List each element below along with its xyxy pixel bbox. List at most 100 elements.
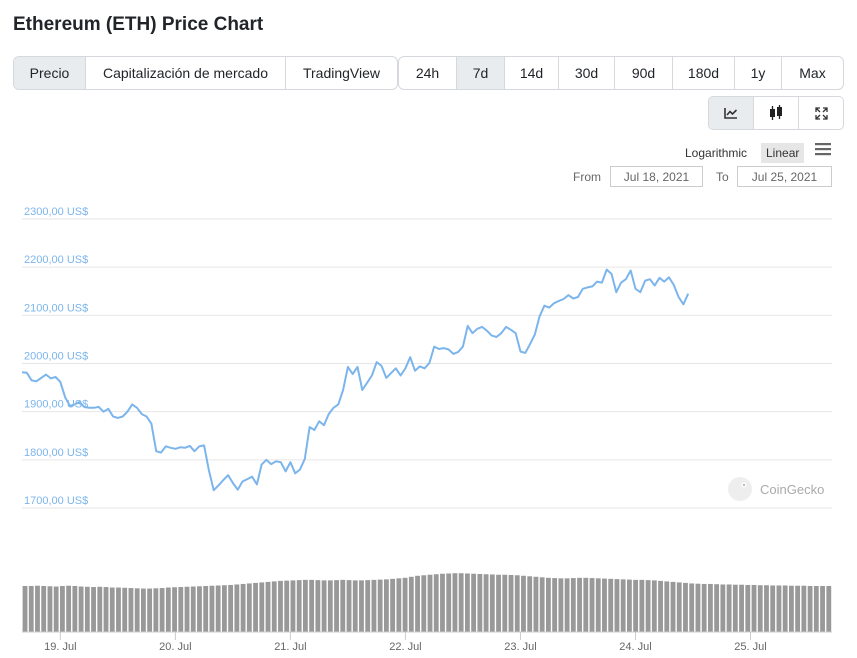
volume-bar xyxy=(782,585,788,632)
volume-bar xyxy=(315,580,321,632)
volume-bar xyxy=(165,587,171,632)
volume-bar xyxy=(483,574,489,632)
tab-market-cap[interactable]: Capitalización de mercado xyxy=(86,57,286,89)
volume-bar xyxy=(383,579,389,632)
volume-bar xyxy=(570,578,576,632)
y-tick-label: 2000,00 US$ xyxy=(24,351,88,363)
volume-bar xyxy=(365,580,371,632)
from-label: From xyxy=(573,170,601,184)
volume-bar xyxy=(53,586,59,632)
range-90d[interactable]: 90d xyxy=(615,57,673,89)
page-title: Ethereum (ETH) Price Chart xyxy=(13,14,264,35)
range-24h[interactable]: 24h xyxy=(399,57,457,89)
volume-bar xyxy=(664,581,670,632)
volume-bar xyxy=(595,578,601,632)
volume-bar xyxy=(502,574,508,632)
volume-bar xyxy=(521,575,526,632)
logarithmic-toggle[interactable]: Logarithmic xyxy=(685,146,748,160)
volume-bar xyxy=(41,586,47,632)
volume-bar xyxy=(689,583,695,632)
x-tick-label: 24. Jul xyxy=(619,641,651,653)
menu-icon[interactable] xyxy=(814,142,832,156)
volume-bar xyxy=(720,584,726,632)
volume-bar xyxy=(59,586,65,632)
range-7d[interactable]: 7d xyxy=(457,57,505,89)
to-date-input[interactable]: Jul 25, 2021 xyxy=(737,166,832,187)
candlestick-button[interactable] xyxy=(754,97,799,129)
volume-bar xyxy=(197,586,202,632)
volume-bar xyxy=(253,582,258,632)
volume-bar xyxy=(670,581,676,632)
y-tick-label: 2100,00 US$ xyxy=(24,302,88,314)
volume-bar xyxy=(259,582,265,632)
volume-bar xyxy=(302,579,308,632)
volume-bar xyxy=(695,583,701,632)
volume-bar xyxy=(776,585,782,632)
line-chart-button[interactable] xyxy=(709,97,754,129)
volume-bar xyxy=(508,575,514,632)
range-14d[interactable]: 14d xyxy=(505,57,559,89)
data-type-tabs: Precio Capitalización de mercado Trading… xyxy=(13,56,398,90)
volume-bar xyxy=(271,581,277,632)
price-line xyxy=(21,268,690,492)
chart-tools xyxy=(708,96,844,130)
volume-bar xyxy=(471,573,477,632)
volume-bar xyxy=(396,578,402,632)
y-tick-label: 2200,00 US$ xyxy=(24,254,88,266)
volume-bar xyxy=(446,573,452,632)
volume-bar xyxy=(408,576,414,632)
volume-bar xyxy=(714,584,720,632)
volume-bar xyxy=(290,580,296,632)
volume-bar xyxy=(620,579,626,632)
volume-bar xyxy=(234,584,240,632)
volume-bar xyxy=(35,585,40,632)
volume-bar xyxy=(309,579,315,632)
volume-bar xyxy=(221,585,227,632)
tab-precio[interactable]: Precio xyxy=(14,57,86,89)
volume-bar xyxy=(589,578,595,632)
volume-bar xyxy=(415,575,420,632)
from-date-input[interactable]: Jul 18, 2021 xyxy=(610,166,703,187)
volume-bar xyxy=(707,583,713,632)
volume-bar xyxy=(334,580,339,632)
volume-bar xyxy=(440,573,445,632)
volume-bar xyxy=(327,580,333,632)
expand-button[interactable] xyxy=(799,97,843,129)
volume-bar xyxy=(321,580,327,632)
volume-bar xyxy=(371,579,377,632)
volume-bar xyxy=(140,588,146,632)
volume-bar xyxy=(539,577,545,632)
volume-bar xyxy=(22,586,28,632)
volume-bar xyxy=(452,573,458,632)
time-range-tabs: 24h 7d 14d 30d 90d 180d 1y Max xyxy=(398,56,844,90)
volume-bar xyxy=(676,582,682,632)
volume-bar xyxy=(28,586,34,632)
range-1y[interactable]: 1y xyxy=(735,57,782,89)
volume-bar xyxy=(346,580,352,632)
range-180d[interactable]: 180d xyxy=(673,57,735,89)
volume-bar xyxy=(246,583,252,632)
x-tick-label: 21. Jul xyxy=(274,641,306,653)
range-max[interactable]: Max xyxy=(799,65,826,81)
volume-bar xyxy=(751,584,757,632)
watermark-text: CoinGecko xyxy=(760,482,824,497)
volume-bar xyxy=(78,586,84,632)
volume-bar xyxy=(97,586,103,632)
volume-bar xyxy=(47,586,53,632)
linear-toggle[interactable]: Linear xyxy=(761,143,805,163)
range-30d[interactable]: 30d xyxy=(559,57,615,89)
volume-bar xyxy=(496,574,501,632)
volume-bar xyxy=(807,586,813,632)
volume-bar xyxy=(701,583,707,632)
volume-bar xyxy=(770,585,776,632)
volume-bar xyxy=(433,574,439,632)
volume-bar xyxy=(545,577,551,632)
y-tick-label: 1900,00 US$ xyxy=(24,399,88,411)
tab-tradingview[interactable]: TradingView xyxy=(302,65,381,81)
volume-bar xyxy=(178,587,184,632)
volume-bar xyxy=(826,586,832,632)
volume-bar xyxy=(340,579,346,632)
volume-bar xyxy=(215,585,221,632)
volume-bar xyxy=(190,586,196,632)
volume-bar xyxy=(116,587,121,632)
